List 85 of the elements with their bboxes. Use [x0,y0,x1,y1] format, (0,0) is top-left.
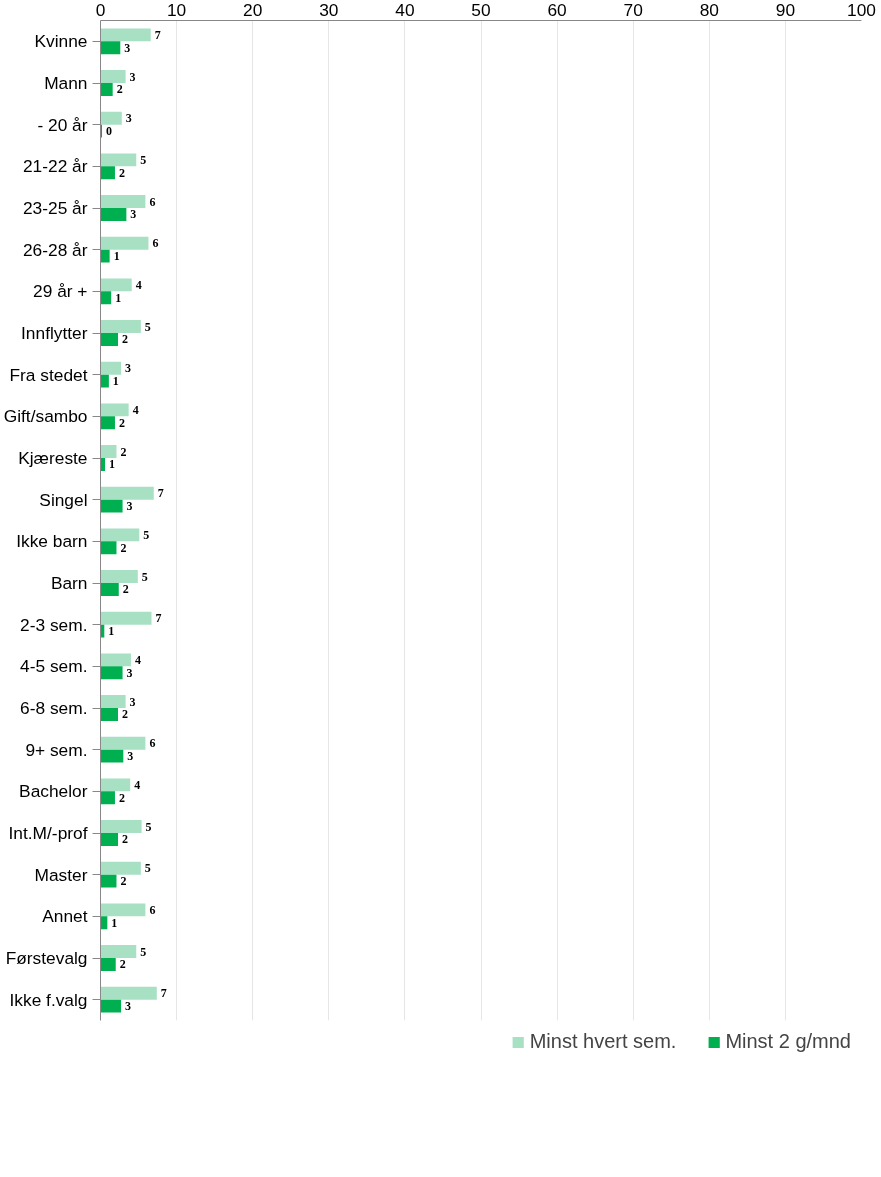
y-tick-label: Bachelor [19,781,88,802]
data-label: 7 [157,486,164,501]
data-label: 7 [160,986,167,1001]
y-tick-label: 23-25 år [22,198,88,218]
data-label: 1 [108,624,115,639]
data-label: 5 [141,569,148,584]
data-label: 2 [122,332,128,347]
x-tick-label: 30 [319,0,339,20]
data-label: 5 [140,152,147,167]
data-label: 2 [116,82,123,97]
y-tick-label: Førstevalg [5,948,88,968]
x-tick-label: 60 [547,0,567,20]
y-tick-label: 21-22 år [22,156,88,177]
data-label: 3 [126,499,133,514]
x-tick-label: 10 [166,0,187,20]
x-tick-label: 40 [395,0,415,20]
y-tick-label: 26-28 år [22,239,88,260]
data-label: 3 [129,69,136,84]
y-tick-label: 29 år + [33,281,88,302]
y-tick-label: Kjæreste [18,448,88,468]
data-label: 2 [120,444,127,459]
data-label: 3 [124,40,131,55]
data-label: 3 [127,749,134,764]
data-label: 1 [115,290,122,305]
data-label: 1 [113,249,120,264]
data-label: 2 [122,582,129,597]
data-label: 5 [145,819,152,834]
data-label: 2 [119,957,126,972]
x-tick-label: 0 [95,0,106,20]
data-label: 4 [134,777,141,792]
data-label: 2 [118,415,125,430]
data-label: 4 [132,402,139,417]
data-label: 2 [122,832,128,847]
data-label: 1 [109,457,116,472]
y-tick-label: Fra stedet [9,364,88,385]
data-label: 2 [120,874,127,889]
data-label: 5 [143,527,150,542]
x-tick-label: 70 [623,0,643,20]
y-tick-label: Gift/sambo [3,406,88,427]
y-tick-label: Mann [44,73,88,93]
x-tick-label: 80 [699,0,719,20]
y-tick-label: Int.M/-prof [8,823,88,843]
y-tick-label: Innflytter [21,323,88,343]
y-tick-label: 6-8 sem. [20,698,88,718]
x-tick-label: 50 [471,0,491,20]
y-tick-label: Annet [42,906,88,927]
data-label: 3 [125,111,132,126]
data-label: 2 [118,790,125,805]
data-label: 5 [140,944,147,959]
x-tick-label: 100 [847,0,876,20]
legend-label: Minst hvert sem. [529,1030,677,1053]
y-tick-label: Ikke f.valg [9,989,88,1010]
data-label: 7 [154,27,161,42]
data-label: 4 [134,652,141,667]
y-tick-label: Singel [39,489,88,510]
y-tick-label: 2-3 sem. [20,614,88,635]
y-tick-label: Master [34,864,88,885]
y-tick-label: 4-5 sem. [20,656,88,677]
x-tick-label: 90 [775,0,796,20]
data-label: 6 [149,902,156,917]
data-label: 7 [155,611,162,626]
data-label: 3 [125,999,132,1014]
data-label: 6 [152,236,159,251]
data-label: 3 [129,694,136,709]
x-tick-label: 20 [243,0,263,20]
y-tick-label: - 20 år [37,114,88,135]
data-label: 1 [112,374,119,389]
data-label: 2 [120,540,127,555]
data-label: 6 [149,736,156,751]
data-label: 2 [118,165,125,180]
data-label: 5 [144,861,151,876]
y-tick-label: Barn [50,573,88,593]
data-label: 3 [125,361,132,376]
data-label: 3 [130,207,137,222]
data-label: 6 [149,194,156,209]
data-label: 0 [106,124,113,139]
data-label: 3 [126,665,133,680]
legend-label: Minst 2 g/mnd [725,1030,851,1053]
data-label: 2 [122,707,128,722]
y-tick-label: 9+ sem. [25,739,88,760]
data-label: 4 [135,277,142,292]
data-label: 1 [111,915,118,930]
y-tick-label: Ikke barn [16,531,88,552]
data-label: 5 [144,319,151,334]
y-tick-label: Kvinne [34,31,88,52]
